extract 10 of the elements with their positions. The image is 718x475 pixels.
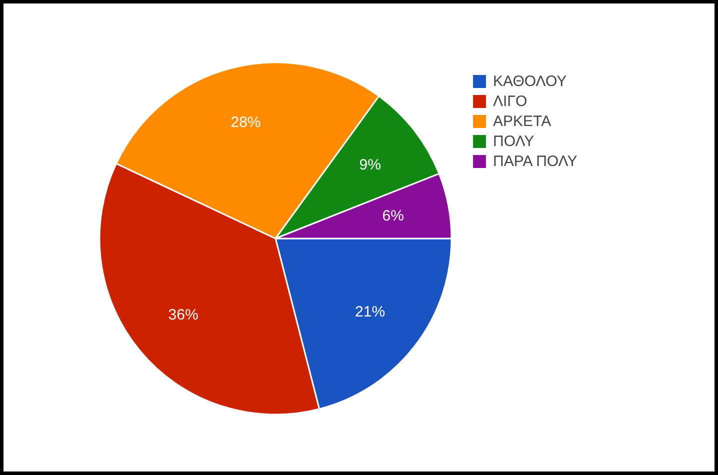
legend-label: ΛΙΓΟ [493,92,528,110]
data-label: 36% [168,306,198,324]
data-label: 9% [359,156,381,174]
data-label: 21% [355,303,386,320]
data-label: 6% [382,208,404,225]
legend-label: ΑΡΚΕΤΑ [493,112,552,130]
legend-label: ΚΑΘΟΛΟΥ [493,72,567,90]
legend-label: ΠΑΡΑ ΠΟΛΥ [493,152,578,170]
data-label: 28% [230,114,261,132]
legend-label: ΠΟΛΥ [493,132,534,150]
